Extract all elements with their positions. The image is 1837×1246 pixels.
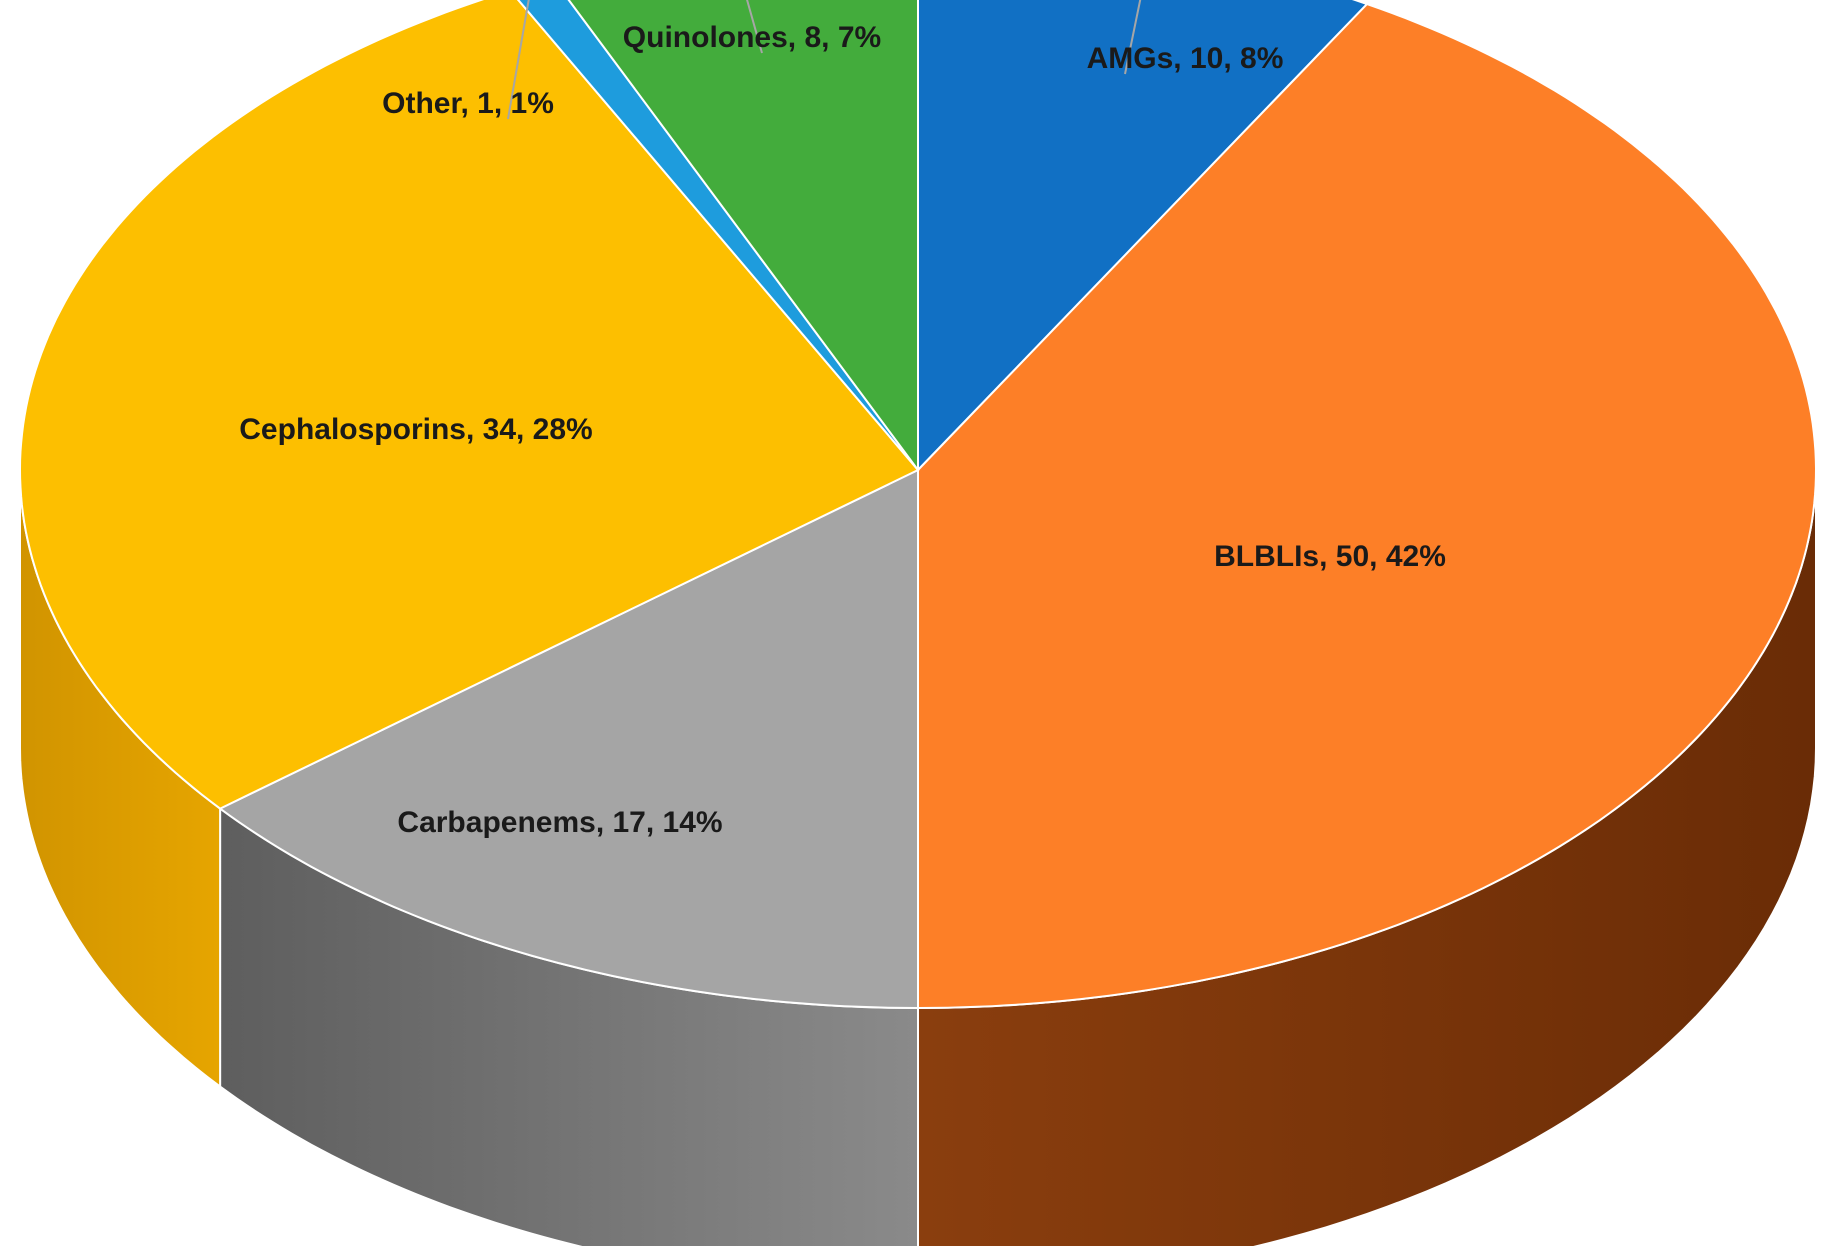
leader-lines	[507, 0, 1142, 120]
pie-slices	[18, 0, 1818, 1010]
pie-sides	[19, 469, 1817, 1246]
pie-slice-quinolones	[567, 0, 919, 474]
data-label-blblis: BLBLIs, 50, 42%	[1214, 540, 1446, 573]
data-labels: AMGs, 10, 8% BLBLIs, 50, 42% Carbapenems, …	[239, 21, 1446, 839]
leader-line-amgs	[1124, 0, 1142, 75]
pie-slice-cephalosporins	[18, 0, 920, 810]
data-label-quinolones: Quinolones, 8, 7%	[623, 21, 881, 54]
data-label-carbapenems: Carbapenems, 17, 14%	[397, 806, 722, 839]
data-label-other: Other, 1, 1%	[382, 87, 554, 120]
data-label-amgs: AMGs, 10, 8%	[1087, 42, 1284, 75]
pie-slice-blblis	[917, 2, 1818, 1010]
pie-slice-carbapenems	[218, 468, 919, 1010]
data-label-cephalosporins: Cephalosporins, 34, 28%	[239, 413, 592, 446]
leader-line-quinolones	[746, 0, 763, 54]
pie-slice-other	[516, 0, 919, 471]
leader-line-other	[507, 0, 530, 120]
